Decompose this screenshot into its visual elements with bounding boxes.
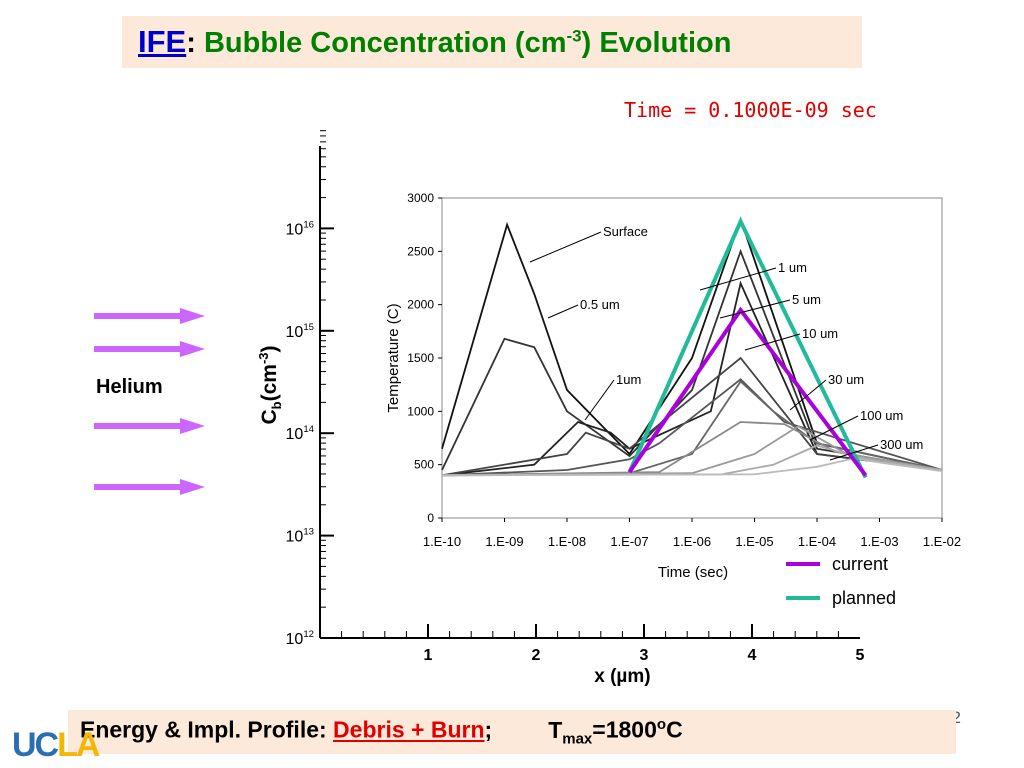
- title-box: [122, 16, 862, 68]
- temperature-curve: [441, 378, 943, 477]
- outer-y-tick-label: 1016: [286, 219, 314, 238]
- outer-y-tick-label: 1013: [286, 527, 314, 546]
- inner-x-tick-label: 1.E-09: [485, 534, 523, 549]
- annotation-label: 1 um: [778, 260, 807, 275]
- annotation-leader: [584, 379, 615, 421]
- footer-unit: C: [666, 716, 683, 743]
- helium-label: Helium: [96, 376, 163, 398]
- inner-y-tick-label: 2500: [407, 244, 434, 258]
- outer-y-tick-label: 1012: [286, 629, 314, 648]
- annotation-leader: [699, 267, 777, 291]
- title-sup: -3: [566, 26, 582, 46]
- footer-sup: o: [656, 716, 667, 733]
- inner-x-tick-label: 1.E-04: [798, 534, 836, 549]
- temperature-curve: [441, 425, 943, 477]
- helium-arrow-3: [94, 418, 205, 434]
- temperature-curve: [441, 216, 943, 471]
- legend-label-current: current: [832, 554, 888, 574]
- footer-part2: ;: [484, 716, 493, 743]
- inner-y-tick-label: 3000: [407, 191, 434, 205]
- annotation-label: 10 um: [802, 326, 838, 341]
- ucla-logo: UCLA: [12, 726, 100, 764]
- annotation-leader: [719, 299, 791, 319]
- annotation-label: Surface: [603, 224, 648, 239]
- title-main: Bubble Concentration (cm: [195, 27, 567, 59]
- temperature-curve: [441, 457, 943, 477]
- inner-y-tick-label: 500: [414, 458, 434, 472]
- annotation-label: 5 um: [792, 292, 821, 307]
- slide-title: IFE: Bubble Concentration (cm-3) Evoluti…: [138, 24, 731, 60]
- inner-y-tick-label: 1000: [407, 404, 434, 418]
- inner-x-tick-label: 1.E-05: [735, 534, 773, 549]
- footer-box: [68, 710, 956, 754]
- temperature-curve: [441, 356, 943, 477]
- annotation-leader: [547, 304, 579, 319]
- outer-x-tick-label: 5: [856, 647, 865, 664]
- outer-x-tick-label: 3: [640, 647, 649, 664]
- temperature-plot: 0 500 1000 1500 2000 2500 3000 1.E-10 1.E-09 1.E-…: [385, 191, 961, 608]
- inner-x-tick-label: 1.E-10: [423, 534, 461, 549]
- helium-arrow-4: [94, 479, 205, 495]
- footer-text: Energy & Impl. Profile: Debris + Burn; Tm…: [80, 716, 683, 747]
- inner-y-axis-title: Temperature (C): [385, 303, 402, 412]
- footer-link[interactable]: Debris + Burn: [333, 716, 485, 743]
- outer-y-tick-label: 1015: [286, 322, 314, 341]
- annotation-label: 30 um: [828, 372, 864, 387]
- title-colon: :: [186, 27, 196, 59]
- inner-x-axis-title: Time (sec): [658, 564, 728, 581]
- annotation-leader: [744, 333, 801, 351]
- current-line: [627, 306, 868, 477]
- outer-x-tick-label: 1: [424, 647, 433, 664]
- annotation-label: 300 um: [880, 437, 923, 452]
- annotation-leader: [829, 444, 879, 461]
- time-label: Time = 0.1000E-09 sec: [624, 98, 877, 122]
- planned-line: [627, 216, 868, 479]
- annotation-leader: [789, 379, 827, 411]
- inner-x-tick-label: 1.E-06: [673, 534, 711, 549]
- helium-arrow-2: [94, 341, 205, 357]
- outer-x-tick-label: 4: [748, 647, 757, 664]
- footer-sub: max: [562, 730, 593, 748]
- inner-x-tick-label: 1.E-02: [923, 534, 961, 549]
- legend-label-planned: planned: [832, 588, 896, 608]
- helium-arrow-1: [94, 308, 205, 324]
- temperature-curve: [441, 248, 943, 471]
- title-suffix: ) Evolution: [581, 27, 732, 59]
- inner-x-tick-label: 1.E-08: [548, 534, 586, 549]
- annotation-label: 0.5 um: [580, 297, 620, 312]
- outer-x-tick-label: 2: [532, 647, 541, 664]
- inner-y-tick-label: 1500: [407, 351, 434, 365]
- inner-y-tick-label: 2000: [407, 298, 434, 312]
- inner-x-tick-label: 1.E-03: [860, 534, 898, 549]
- footer-part1: Energy & Impl. Profile:: [80, 716, 334, 743]
- helium-arrows: [94, 308, 205, 495]
- annotation-label: 1um: [616, 372, 641, 387]
- footer-t: T: [548, 716, 563, 743]
- inner-y-tick-label: 0: [427, 511, 434, 525]
- outer-y-tick-label: 1014: [286, 424, 315, 443]
- annotation-leader: [529, 231, 602, 263]
- title-prefix[interactable]: IFE: [138, 24, 187, 59]
- outer-x-axis-title: x (µm): [594, 666, 650, 687]
- annotation-leader: [809, 415, 859, 441]
- outer-y-axis-title: Cb(cm-3): [256, 345, 284, 424]
- footer-eq: =1800: [592, 716, 657, 743]
- annotation-label: 100 um: [860, 408, 903, 423]
- inner-x-tick-label: 1.E-07: [610, 534, 648, 549]
